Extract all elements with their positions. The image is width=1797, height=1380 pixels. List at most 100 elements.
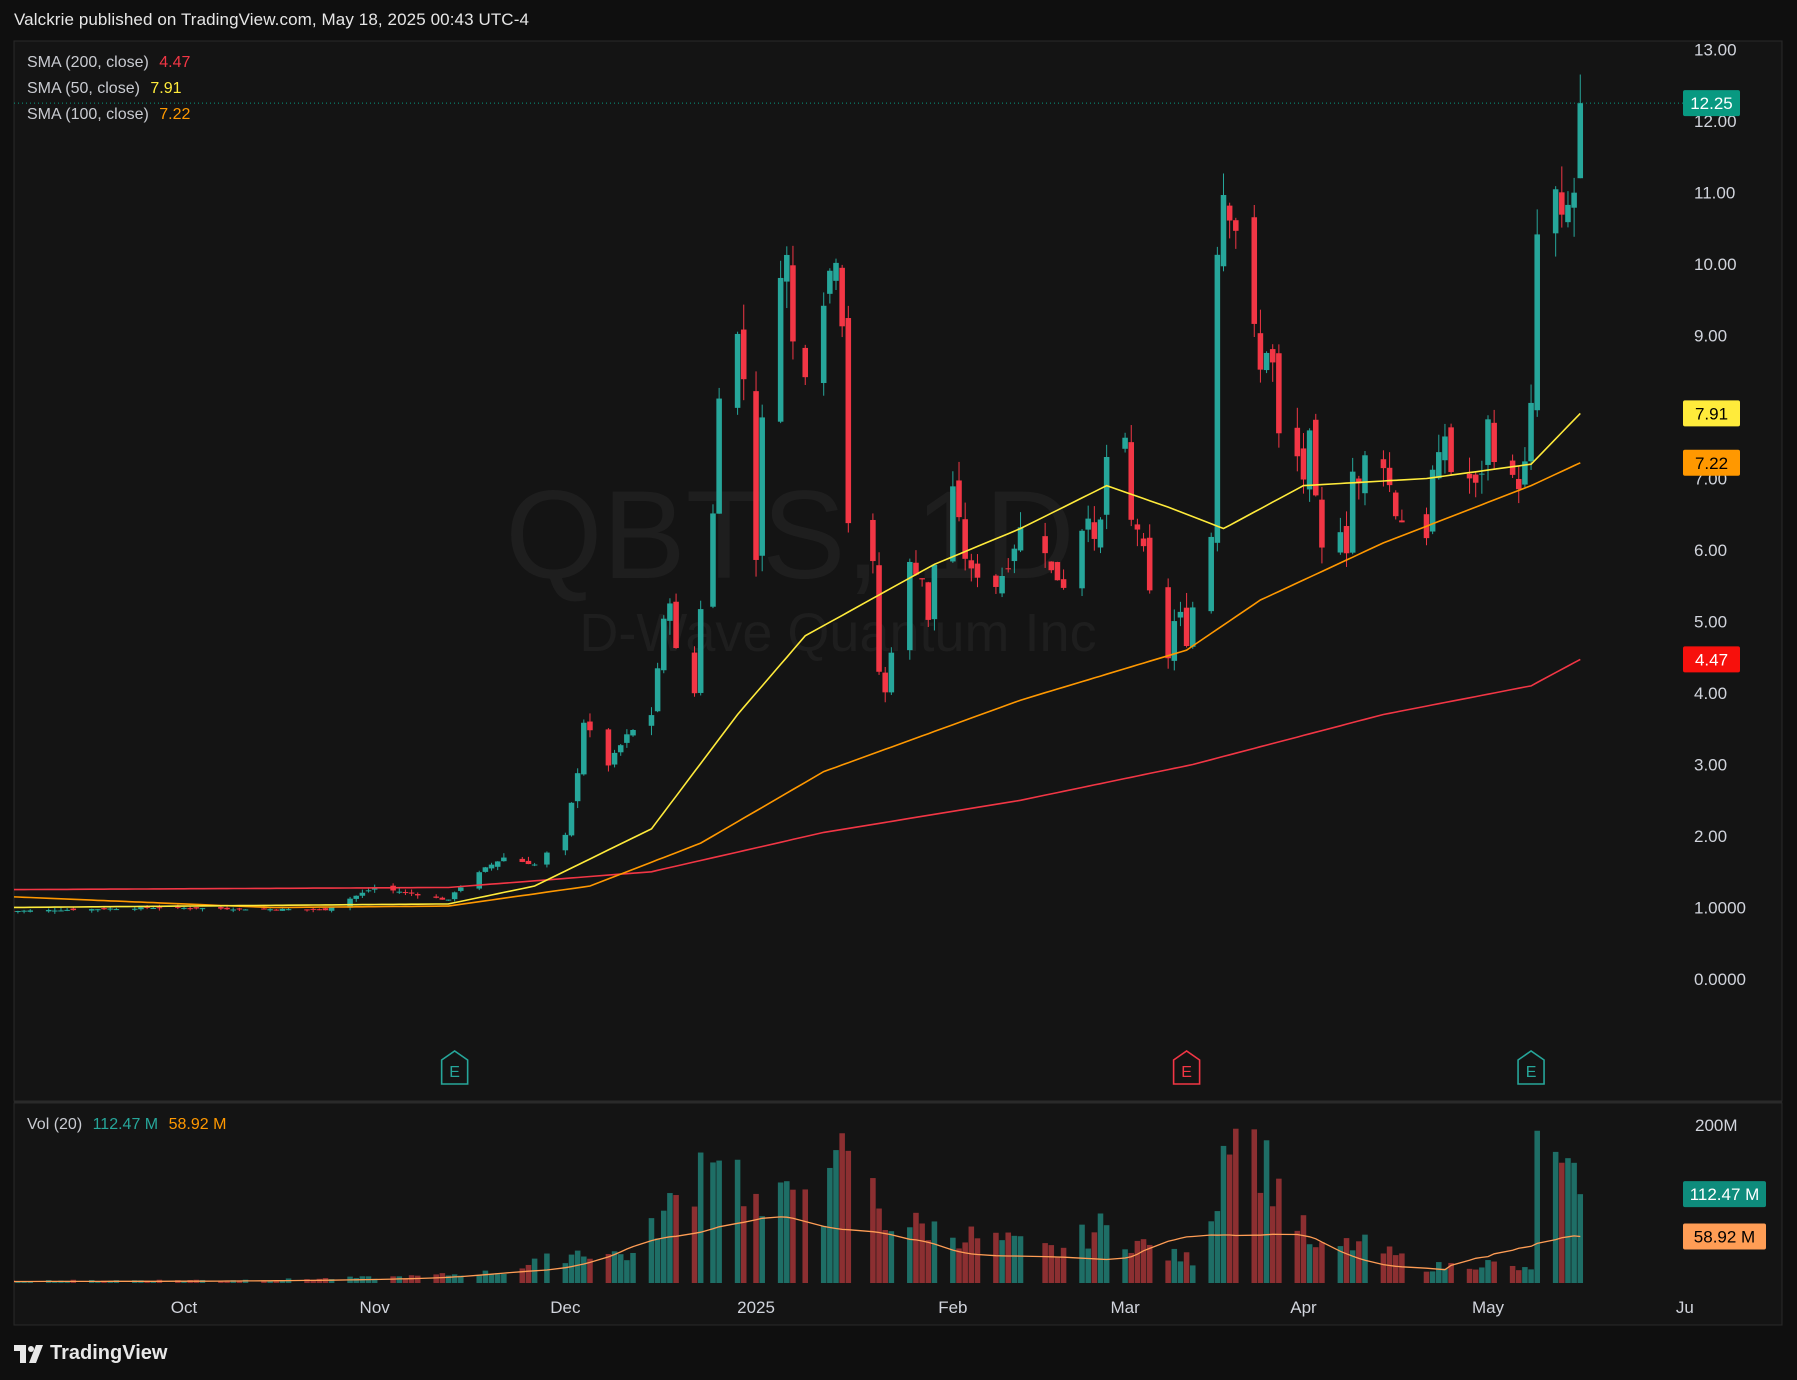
price-badge-text: 4.47 xyxy=(1695,650,1728,669)
candle-body xyxy=(531,864,538,866)
volume-bar xyxy=(1448,1262,1454,1283)
volume-bar xyxy=(624,1260,630,1283)
candle-body xyxy=(279,908,286,911)
candle-body xyxy=(1319,499,1325,548)
candle-body xyxy=(974,563,981,578)
candle-body xyxy=(1128,442,1135,520)
candle-body xyxy=(199,908,206,910)
time-tick-label: Apr xyxy=(1290,1298,1317,1317)
price-tick-label: 13.00 xyxy=(1694,41,1737,60)
volume-bar xyxy=(734,1159,741,1283)
legend-volume[interactable]: Vol (20) 112.47 M 58.92 M xyxy=(27,1116,226,1134)
candle-body xyxy=(1362,455,1368,494)
earnings-marker[interactable]: E xyxy=(1517,1050,1545,1085)
price-tick-label: 1.0000 xyxy=(1694,899,1746,918)
volume-bar xyxy=(445,1275,452,1283)
volume-bar xyxy=(1276,1178,1282,1283)
candle-body xyxy=(833,262,839,281)
time-tick-label: Feb xyxy=(938,1298,967,1317)
volume-bar xyxy=(304,1279,310,1283)
candle-body xyxy=(1559,192,1565,215)
volume-bar xyxy=(1313,1247,1319,1283)
time-tick-label: 2025 xyxy=(737,1298,775,1317)
volume-bar xyxy=(1177,1261,1184,1283)
candle-body xyxy=(827,270,833,294)
candle-body xyxy=(1226,205,1233,221)
time-tick-label: Nov xyxy=(360,1298,391,1317)
volume-bar xyxy=(691,1206,698,1283)
volume-bar xyxy=(759,1216,765,1283)
volume-bar xyxy=(488,1274,495,1283)
candle-body xyxy=(1011,548,1018,562)
candle-body xyxy=(525,860,532,865)
candle-body xyxy=(1442,436,1448,461)
volume-bar xyxy=(1571,1162,1577,1283)
price-pane[interactable] xyxy=(13,40,1783,1102)
volume-bar xyxy=(396,1276,403,1283)
candle-body xyxy=(1054,562,1061,581)
candle-body xyxy=(236,908,243,910)
tradingview-logo-icon xyxy=(14,1344,43,1363)
volume-bar xyxy=(525,1264,532,1283)
earnings-marker-label: E xyxy=(1526,1064,1537,1081)
legend-sma-50[interactable]: SMA (50, close) 7.91 xyxy=(27,80,182,98)
tradingview-logo[interactable]: TradingView xyxy=(14,1342,167,1365)
candle-body xyxy=(648,715,655,726)
volume-bar xyxy=(1491,1261,1497,1283)
volume-bar xyxy=(870,1178,876,1283)
candle-body xyxy=(1165,587,1171,659)
candle-body xyxy=(347,898,353,908)
volume-ma-line[interactable] xyxy=(12,1216,1581,1283)
sma-100-line[interactable] xyxy=(12,462,1581,909)
volume-badge: 112.47 M xyxy=(1683,1181,1766,1208)
price-badge-text: 12.25 xyxy=(1690,94,1733,113)
volume-bar xyxy=(1005,1232,1011,1283)
sma-50-line[interactable] xyxy=(12,412,1581,909)
volume-bar xyxy=(501,1273,507,1283)
candle-body xyxy=(1134,524,1141,530)
volume-bar xyxy=(1380,1253,1387,1283)
volume-bar xyxy=(273,1280,280,1283)
price-badge-text: 7.91 xyxy=(1695,404,1728,423)
candle-body xyxy=(1263,352,1270,371)
volume-bar xyxy=(1577,1194,1584,1283)
price-tick-label: 6.00 xyxy=(1694,541,1727,560)
candle-body xyxy=(956,480,962,518)
time-tick-label: Dec xyxy=(550,1298,581,1317)
candle-body xyxy=(322,908,329,911)
volume-bar xyxy=(1337,1246,1344,1283)
earnings-marker[interactable]: E xyxy=(440,1050,469,1085)
volume-bar xyxy=(1429,1271,1436,1283)
candle-body xyxy=(113,909,120,911)
candle-body xyxy=(1491,422,1497,463)
volume-bar xyxy=(568,1254,575,1283)
candle-body xyxy=(1208,536,1214,612)
candle-body xyxy=(1079,530,1085,589)
candle-body xyxy=(1466,473,1473,479)
earnings-marker[interactable]: E xyxy=(1172,1050,1201,1085)
volume-pane[interactable] xyxy=(13,1102,1783,1326)
candle-body xyxy=(907,561,913,651)
volume-bar xyxy=(1515,1270,1522,1283)
volume-bar xyxy=(1208,1221,1214,1283)
volume-bar xyxy=(888,1231,895,1283)
volume-bar xyxy=(1128,1252,1135,1283)
candle-body xyxy=(1177,611,1184,618)
candle-body xyxy=(568,802,575,836)
earnings-marker-label: E xyxy=(1181,1064,1192,1081)
legend-sma-100[interactable]: SMA (100, close) 7.22 xyxy=(27,106,190,124)
volume-tick-label: 200M xyxy=(1695,1116,1738,1135)
sma-200-line[interactable] xyxy=(12,658,1581,891)
candle-body xyxy=(1294,427,1301,457)
price-tick-label: 3.00 xyxy=(1694,756,1727,775)
candle-body xyxy=(310,908,316,910)
legend-sma-200[interactable]: SMA (200, close) 4.47 xyxy=(27,54,190,72)
candle-body xyxy=(181,907,187,909)
candle-body xyxy=(261,908,267,910)
candle-body xyxy=(968,560,975,569)
volume-bar xyxy=(1233,1128,1239,1283)
volume-bar xyxy=(1356,1241,1362,1283)
watermark-company: D-Wave Quantum Inc xyxy=(579,603,1096,663)
volume-bar xyxy=(1436,1262,1442,1283)
